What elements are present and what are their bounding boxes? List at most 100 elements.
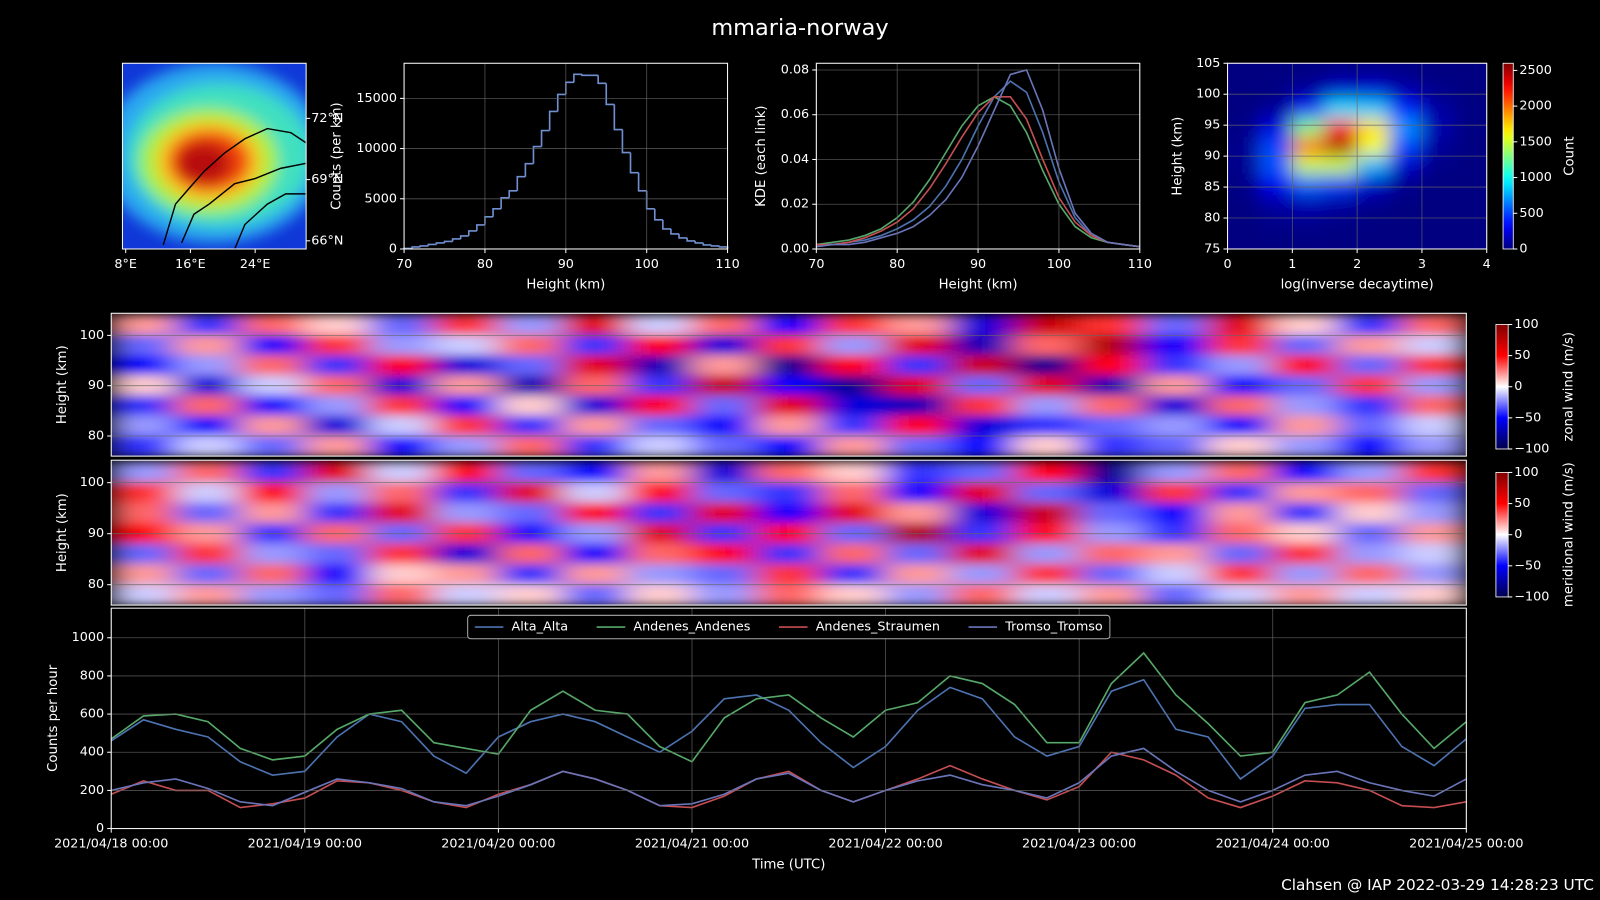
heatmap-cell <box>756 584 822 606</box>
heatmap-cell <box>691 415 758 437</box>
y-tick-label: 80 <box>1204 211 1220 226</box>
heatmap-cell <box>433 334 499 357</box>
heatmap-cell <box>1078 482 1145 504</box>
heatmap-cell <box>1259 63 1293 83</box>
heatmap-cell <box>1401 563 1467 586</box>
heatmap-cell <box>1014 314 1080 336</box>
axes: 80 90 100 Height (km) −100 −50 0 50 100 zonal win… <box>55 312 1576 457</box>
heatmap-cell <box>1291 118 1326 139</box>
y-axis-label: Height (km) <box>55 345 70 424</box>
heatmap-cell <box>239 355 306 377</box>
heatmap-cell <box>626 482 693 504</box>
heatmap-clip <box>111 314 1467 457</box>
x-tick-label: 2021/04/21 00:00 <box>635 836 749 851</box>
heatmap-cell <box>175 584 241 606</box>
heatmap-cell <box>1272 334 1338 357</box>
x-tick-label: 2021/04/18 00:00 <box>54 836 168 851</box>
x-tick-label: 2021/04/20 00:00 <box>441 836 555 851</box>
heatmap-cell <box>885 314 951 336</box>
heatmap-cell <box>949 334 1016 357</box>
heatmap-cell <box>1259 99 1293 120</box>
heatmap-cell <box>1272 482 1338 504</box>
heatmap-cell <box>497 395 564 417</box>
y-tick-label: 400 <box>80 745 104 760</box>
heatmap-cell <box>433 563 499 586</box>
heatmap-cell <box>1207 314 1274 336</box>
heatmap-cell <box>304 314 370 336</box>
heatmap-cell <box>1421 137 1455 157</box>
heatmap-cell <box>1014 563 1080 586</box>
heatmap-cell <box>1324 174 1358 194</box>
heatmap-cell <box>885 435 951 457</box>
heatmap-cell <box>1272 584 1338 606</box>
heatmap-cell <box>497 314 564 336</box>
heatmap-cell <box>1207 461 1274 484</box>
heatmap-cell <box>949 461 1016 484</box>
colorbar <box>1495 472 1509 598</box>
hist-step <box>427 243 437 246</box>
axes-frame <box>110 459 1467 606</box>
heatmap-cell <box>626 563 693 586</box>
heatmap-cell <box>111 461 177 484</box>
heatmap-cell <box>239 563 306 586</box>
hist-step <box>605 83 615 106</box>
axes: 2021/04/18 00:00 2021/04/19 00:00 2021/04/… <box>46 607 1523 872</box>
x-axis-label: Height (km) <box>526 278 605 293</box>
plot-area <box>111 313 1467 457</box>
colorbar-tick-label: 50 <box>1514 348 1530 363</box>
heatmap-cell <box>1401 334 1467 357</box>
y-tick-label: 0.06 <box>781 107 809 122</box>
heatmap-cell <box>756 563 822 586</box>
heatmap-cell <box>820 584 887 606</box>
heatmap-cell <box>691 502 758 524</box>
heatmap-cell <box>1291 63 1326 83</box>
heatmap-cell <box>497 334 564 357</box>
heatmap-cell <box>368 563 435 586</box>
heatmap-cell <box>1259 229 1293 249</box>
x-tick-label: 24°E <box>240 257 271 272</box>
heatmap-cell <box>1014 543 1080 565</box>
hist-step <box>492 208 502 217</box>
heatmap-cell <box>562 543 628 565</box>
legend: Alta_Alta Andenes_Andenes Andenes_Straumen… <box>467 614 1111 640</box>
heatmap-cell <box>1336 584 1403 606</box>
heatmap-cell <box>691 355 758 377</box>
heatmap-cell <box>1014 435 1080 457</box>
colorbar <box>1502 62 1514 250</box>
heatmap-cell <box>1207 395 1274 417</box>
plot-area <box>110 608 1467 829</box>
heatmap-cell <box>1324 229 1358 249</box>
heatmap-cell <box>1356 229 1391 249</box>
legend-label: Andenes_Andenes <box>633 620 750 635</box>
y-tick-label: 90 <box>88 526 104 541</box>
hist-step <box>548 110 558 131</box>
heatmap-cell <box>626 355 693 377</box>
heatmap-cell <box>691 461 758 484</box>
heatmap-cell <box>756 355 822 377</box>
heatmap-cell <box>1291 174 1326 194</box>
colorbar-label: Count <box>1562 136 1577 175</box>
heatmap <box>111 314 1467 457</box>
heatmap-cell <box>1421 118 1455 139</box>
heatmap-cell <box>1143 461 1209 484</box>
y-tick-label: 5000 <box>364 191 396 206</box>
heatmap-cell <box>562 563 628 586</box>
heatmap-cell <box>1227 192 1261 213</box>
heatmap-cell <box>111 482 177 504</box>
heatmap <box>1227 63 1487 249</box>
heatmap-cell <box>239 584 306 606</box>
heatmap-cell <box>626 584 693 606</box>
heatmap-cell <box>175 395 241 417</box>
heatmap-cell <box>368 502 435 524</box>
heatmap-cell <box>1143 355 1209 377</box>
colorbar-tick-label: 0 <box>1514 527 1522 542</box>
heatmap-cell <box>1207 415 1274 437</box>
heatmap-cell <box>304 415 370 437</box>
heatmap-cell <box>1143 415 1209 437</box>
heatmap-cell <box>562 355 628 377</box>
heatmap-cell <box>433 543 499 565</box>
hist-step <box>443 240 453 243</box>
axes-frame <box>815 62 1141 250</box>
y-tick-label: 800 <box>80 668 104 683</box>
